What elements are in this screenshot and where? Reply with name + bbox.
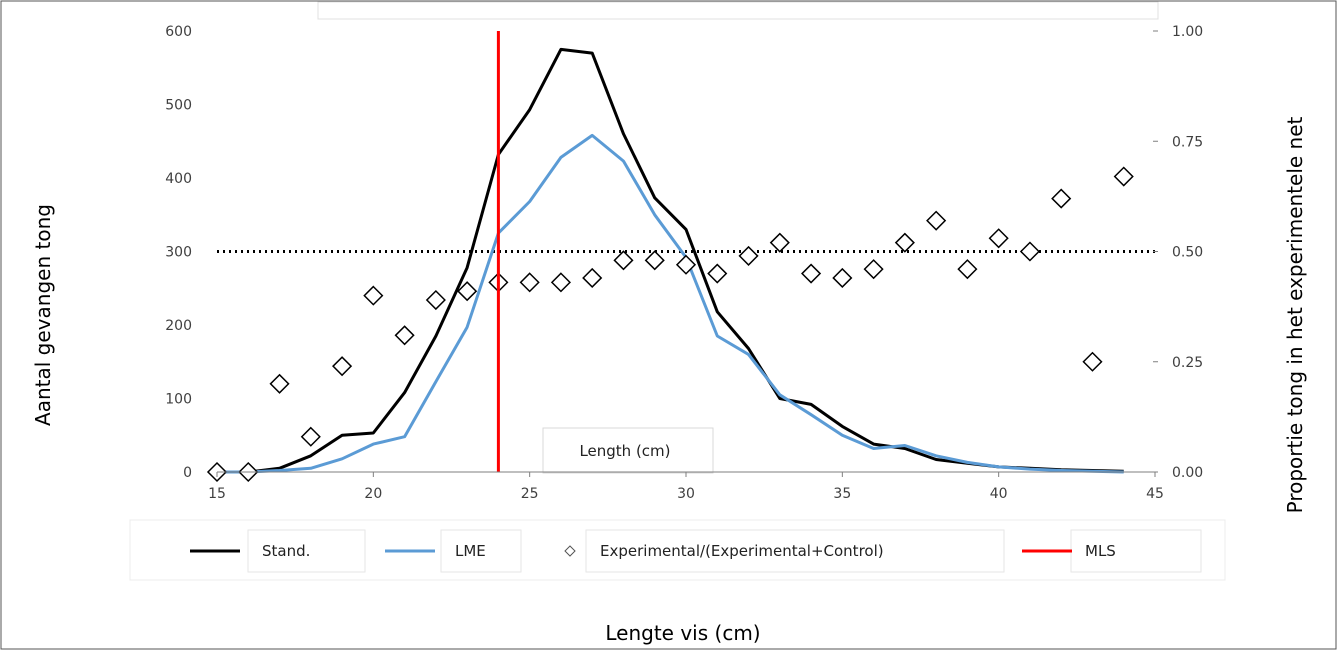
- lme-series-line: [217, 133, 1124, 474]
- y2-tick-label: 0.75: [1172, 134, 1203, 150]
- y-tick-label: 100: [165, 392, 192, 408]
- proportion-point: [1113, 166, 1134, 187]
- legend-marker-diamond: [564, 545, 576, 557]
- legend-label-lme: LME: [455, 542, 486, 560]
- proportion-point: [801, 263, 822, 284]
- y2-tick-label: 1.00: [1172, 24, 1203, 40]
- axes-layer: 0 100 200 300 400 500 600 0.00 0.25 0.50 0.75 1.00 1…: [165, 24, 1203, 502]
- y-tick-label: 400: [165, 171, 192, 187]
- legend-item-box: [247, 529, 366, 573]
- inner-label-box: Length (cm): [542, 427, 714, 474]
- legend-item-box: [440, 529, 522, 573]
- proportion-point: [613, 250, 634, 271]
- proportion-point: [738, 245, 759, 266]
- proportion-point: [582, 267, 603, 289]
- proportion-point: [707, 263, 728, 284]
- x-axis-title: Lengte vis (cm): [605, 621, 760, 645]
- proportion-point: [988, 228, 1009, 249]
- proportion-point: [1051, 188, 1072, 209]
- proportion-point: [425, 289, 446, 311]
- proportion-point: [957, 259, 978, 280]
- y2-tick-label: 0.00: [1172, 465, 1203, 481]
- legend-label-stand: Stand.: [262, 542, 310, 560]
- proportion-point: [519, 272, 540, 293]
- proportion-point: [832, 267, 853, 289]
- proportion-point: [1019, 241, 1040, 262]
- x-tick-label: 15: [208, 486, 226, 502]
- proportion-point: [332, 356, 353, 377]
- y2-tick-label: 0.50: [1172, 245, 1203, 261]
- proportion-point: [926, 210, 947, 231]
- y2-tick-label: 0.25: [1172, 355, 1203, 371]
- proportion-point: [269, 373, 290, 394]
- x-tick-label: 45: [1146, 486, 1164, 502]
- x-tick-label: 30: [677, 486, 695, 502]
- legend-item-box: [585, 529, 1005, 573]
- y-axis-title: Aantal gevangen tong: [31, 204, 55, 426]
- y-tick-label: 200: [165, 318, 192, 334]
- proportion-point: [894, 232, 915, 253]
- legend-label-mls: MLS: [1085, 542, 1116, 560]
- proportion-point: [363, 285, 384, 306]
- proportion-point: [1082, 351, 1103, 372]
- legend: Stand. LME Experimental/(Experimental+Cont…: [129, 519, 1226, 581]
- title-box: [317, 1, 1159, 20]
- proportion-point: [863, 259, 884, 280]
- series-layer: [206, 47, 1134, 483]
- y-tick-label: 600: [165, 24, 192, 40]
- y-tick-label: 500: [165, 98, 192, 114]
- proportion-point: [300, 426, 321, 447]
- y-tick-label: 0: [183, 465, 192, 481]
- y2-axis-title: Proportie tong in het experimentele net: [1283, 116, 1307, 513]
- proportion-point: [457, 281, 478, 302]
- proportion-point: [550, 272, 571, 293]
- proportion-point: [644, 250, 665, 271]
- proportion-point: [394, 325, 415, 346]
- x-tick-label: 35: [833, 486, 851, 502]
- proportion-point: [675, 254, 697, 275]
- inner-x-axis-label: Length (cm): [579, 442, 670, 460]
- legend-label-proportion: Experimental/(Experimental+Control): [600, 542, 884, 560]
- x-tick-label: 25: [521, 486, 539, 502]
- x-tick-label: 40: [990, 486, 1008, 502]
- y-tick-label: 300: [165, 245, 192, 261]
- x-tick-label: 20: [364, 486, 382, 502]
- proportion-point: [769, 232, 790, 253]
